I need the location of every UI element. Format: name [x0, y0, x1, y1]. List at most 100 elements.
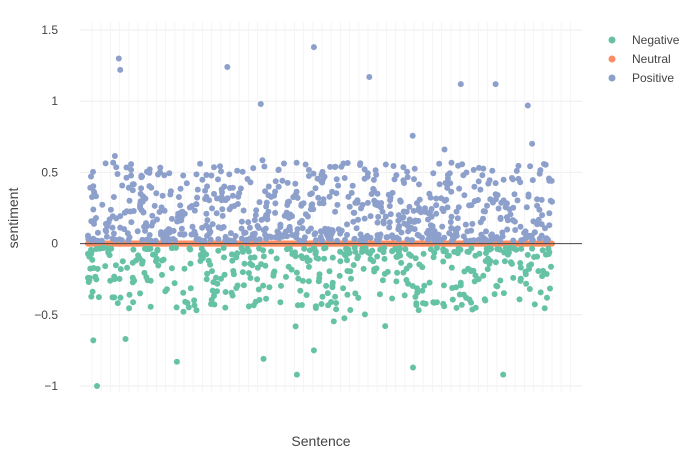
point-positive [224, 195, 231, 202]
point-positive [534, 202, 541, 209]
point-positive [324, 233, 331, 240]
point-positive [416, 181, 422, 188]
point-negative [162, 288, 169, 295]
point-positive [262, 188, 269, 195]
point-negative [486, 260, 493, 267]
point-positive [333, 190, 340, 197]
point-negative [408, 252, 414, 259]
point-negative [374, 253, 381, 260]
point-positive [435, 231, 442, 238]
point-positive [416, 196, 423, 203]
point-positive [281, 212, 288, 219]
point-positive [219, 206, 226, 213]
point-negative [173, 304, 180, 311]
point-positive [250, 165, 257, 172]
point-positive [460, 172, 467, 179]
point-positive [275, 166, 282, 173]
point-negative [500, 371, 507, 378]
point-negative [215, 247, 222, 254]
point-positive [151, 202, 158, 209]
point-negative [221, 254, 227, 261]
legend-item-neutral[interactable]: Neutral [608, 52, 671, 66]
point-positive [204, 232, 211, 239]
point-positive [126, 234, 133, 241]
point-positive [401, 180, 408, 186]
point-positive [214, 195, 220, 202]
point-positive [342, 236, 348, 243]
point-positive [455, 204, 462, 211]
point-negative [398, 259, 405, 266]
point-negative [415, 307, 422, 314]
point-negative [395, 249, 402, 256]
point-positive [442, 180, 449, 186]
point-negative [180, 289, 187, 296]
point-positive [513, 167, 520, 174]
point-positive [249, 231, 256, 238]
point-positive [196, 236, 203, 243]
point-negative [278, 282, 284, 289]
point-positive [426, 190, 433, 197]
point-positive [404, 174, 411, 181]
point-positive [226, 171, 233, 178]
point-negative [244, 245, 251, 252]
point-negative [440, 258, 447, 265]
point-positive [213, 210, 220, 217]
point-positive [521, 229, 528, 236]
point-positive [289, 213, 295, 220]
point-positive [493, 234, 500, 241]
point-positive [204, 217, 211, 224]
point-negative [539, 247, 546, 254]
point-negative [247, 260, 254, 267]
point-positive [390, 163, 397, 169]
point-positive [140, 209, 147, 216]
point-negative [343, 245, 349, 252]
point-negative [208, 296, 215, 303]
point-positive [215, 236, 222, 243]
point-positive [299, 225, 306, 232]
point-negative [251, 254, 258, 261]
point-negative [545, 245, 552, 252]
point-negative [449, 296, 456, 303]
point-negative [234, 250, 241, 257]
point-positive [334, 201, 341, 208]
point-positive [134, 228, 141, 235]
point-positive [353, 225, 360, 232]
point-negative [332, 293, 339, 300]
point-positive [294, 226, 301, 233]
point-positive [504, 217, 511, 224]
point-positive [123, 174, 130, 181]
point-positive [395, 226, 402, 233]
point-positive [121, 226, 128, 233]
point-positive [197, 160, 204, 167]
point-positive [489, 167, 496, 174]
point-positive [409, 237, 415, 244]
legend-item-negative[interactable]: Negative [608, 33, 680, 47]
point-positive [436, 160, 443, 167]
point-positive [415, 217, 422, 224]
point-positive [253, 207, 260, 214]
point-positive [478, 231, 485, 238]
legend[interactable]: Negative Neutral Positive [608, 33, 680, 85]
point-negative [371, 266, 378, 273]
point-negative [299, 277, 306, 284]
point-negative [95, 294, 102, 301]
point-negative [102, 263, 109, 270]
point-positive [272, 209, 279, 216]
point-negative [143, 274, 150, 281]
point-negative [402, 246, 409, 253]
point-positive [300, 237, 307, 244]
point-negative [517, 264, 524, 271]
point-positive [148, 222, 155, 229]
point-positive [487, 196, 494, 203]
point-positive [345, 193, 352, 200]
point-negative [430, 299, 437, 306]
point-positive [181, 210, 188, 217]
point-negative [168, 265, 175, 272]
legend-item-positive[interactable]: Positive [608, 71, 675, 85]
point-negative [328, 299, 335, 305]
point-negative [90, 337, 97, 344]
point-positive [211, 164, 217, 171]
point-positive [90, 206, 97, 213]
point-positive [211, 190, 217, 197]
point-positive [338, 163, 345, 170]
